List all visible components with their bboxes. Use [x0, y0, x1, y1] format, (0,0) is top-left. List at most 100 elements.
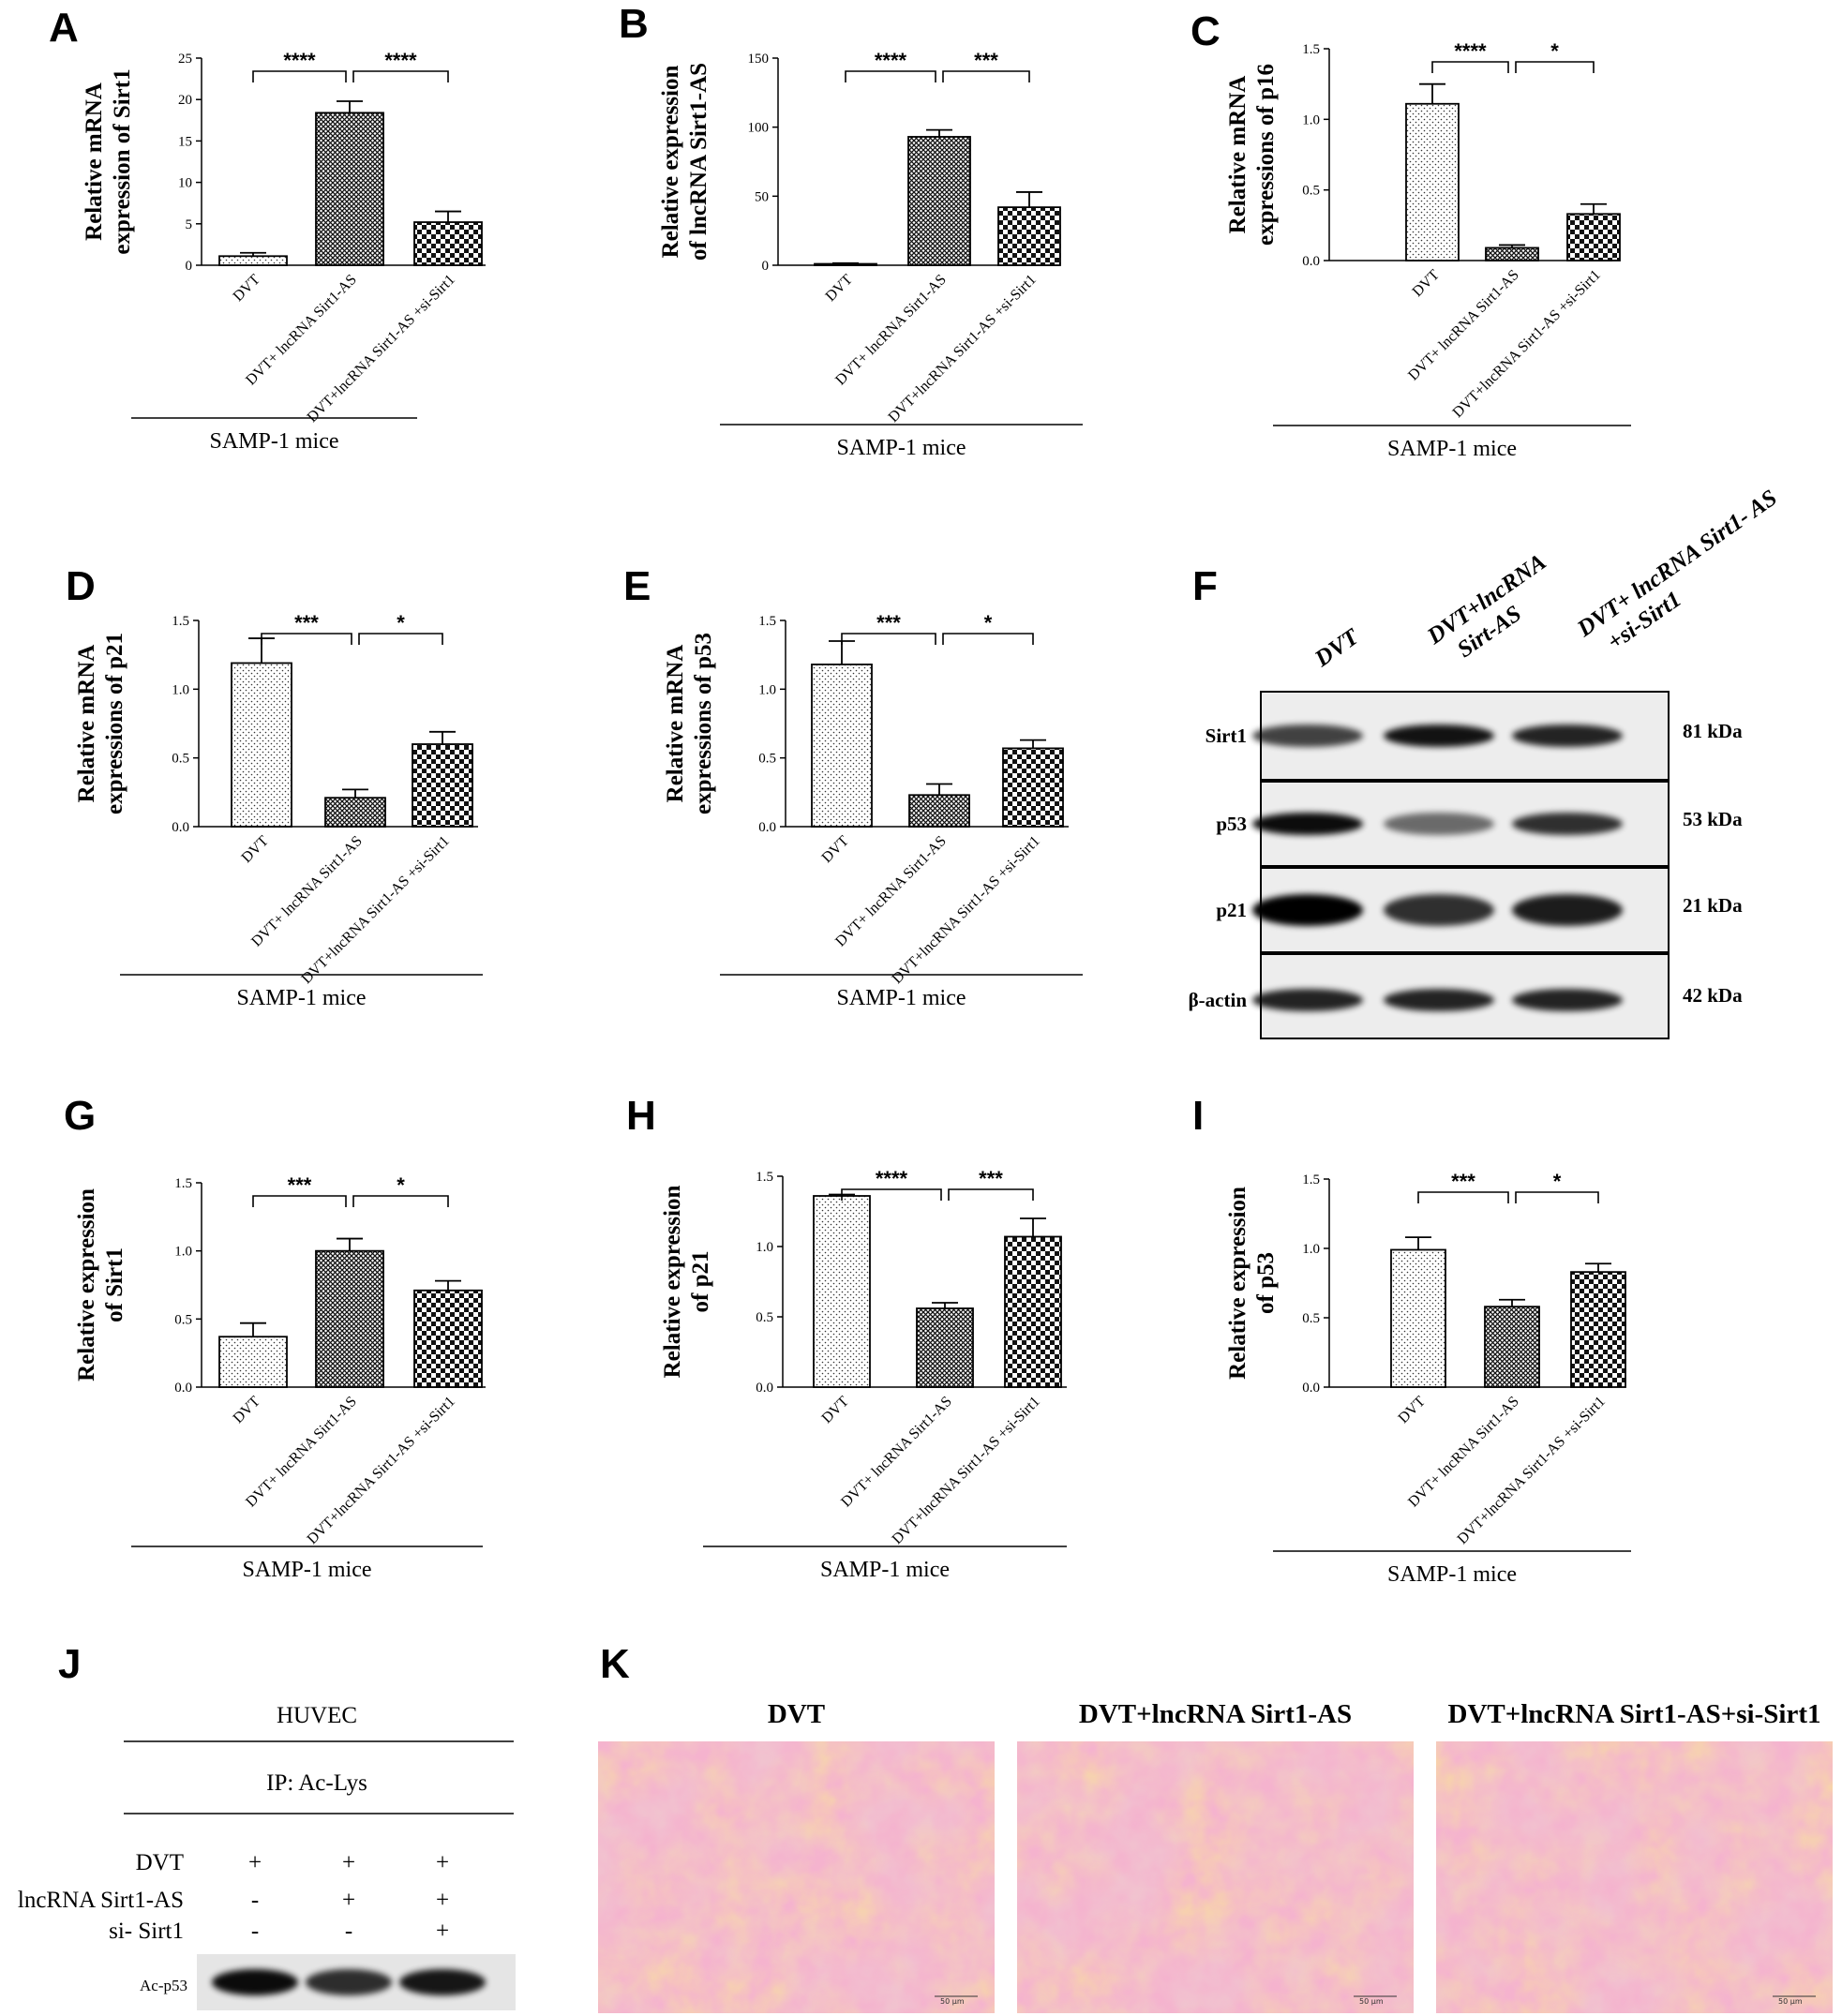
y-axis-label: Relative mRNA expressions of p16 [1225, 64, 1279, 246]
y-tick-label: 0.5 [172, 752, 189, 767]
blot-band [1512, 894, 1623, 926]
y-axis-label: Relative expression of lncRNA Sirt1-AS [658, 63, 711, 261]
significance-stars: *** [1451, 1170, 1475, 1193]
y-tick-label: 0.5 [756, 1310, 773, 1325]
kda-label: 81 kDa [1683, 720, 1743, 742]
y-tick-label: 1.5 [1302, 42, 1320, 57]
image-title: DVT+lncRNA Sirt1-AS [1079, 1699, 1352, 1729]
group-label: SAMP-1 mice [237, 986, 367, 1010]
significance-bracket [942, 70, 1030, 82]
y-tick-label: 0.0 [758, 820, 776, 835]
treatment-mark: - [251, 1919, 259, 1944]
significance-stars: * [1553, 1170, 1562, 1193]
y-axis-label-line: Relative expression [660, 1186, 685, 1379]
blot-band [1384, 894, 1494, 926]
bar [907, 136, 971, 266]
bar [231, 662, 292, 828]
panel-letter-i: I [1192, 1093, 1204, 1139]
treatment-mark: - [345, 1919, 352, 1944]
y-tick-label: 0.5 [758, 752, 776, 767]
panel-f-western-blot: F DVT DVT+lncRNASirt-AS DVT+ lncRNA Sirt1-… [1189, 485, 1798, 1039]
panel-letter-f: F [1192, 563, 1218, 609]
x-category-label: DVT [1396, 1394, 1429, 1426]
blot-band [212, 1969, 298, 1995]
y-axis-label-line: Relative expression [74, 1188, 99, 1381]
significance-stars: *** [294, 611, 319, 635]
x-category-label: DVT+ lncRNA Sirt1-AS [243, 272, 360, 389]
y-axis-label: Relative mRNA expressions of p53 [663, 633, 716, 814]
y-tick-label: 0.0 [172, 820, 189, 835]
blot-band [399, 1969, 486, 1995]
y-axis-label-line: of Sirt1 [102, 1247, 127, 1322]
x-category-label: DVT+lncRNA Sirt1-AS +si-Sirt1 [1455, 1394, 1609, 1547]
y-axis-label: Relative mRNA expressions of p21 [74, 633, 127, 814]
bar [1566, 213, 1621, 261]
y-tick-label: 100 [748, 121, 770, 136]
blot-band [1252, 989, 1363, 1011]
blot-band [306, 1969, 392, 1995]
lane-header-line: DVT [1310, 623, 1365, 672]
significance-bracket [1515, 1191, 1599, 1203]
lane-header: DVT+lncRNASirt-AS [1422, 549, 1566, 673]
panel-i: I 0.0 0.5 1.0 1.5 Relative expression of p53 D… [1192, 1093, 1631, 1587]
y-tick-label: 5 [186, 217, 193, 232]
panel-c: C 0.0 0.5 1.0 1.5 Relative mRNA expressions o… [1191, 8, 1631, 461]
group-label: SAMP-1 mice [820, 1558, 950, 1582]
group-label: SAMP-1 mice [837, 436, 966, 460]
protein-label: Sirt1 [1206, 724, 1247, 747]
significance-bracket [261, 633, 352, 645]
tissue-texture [1436, 1741, 1833, 2013]
panel-letter-b: B [619, 1, 649, 47]
bar [1485, 246, 1539, 261]
y-tick-label: 1.5 [172, 614, 189, 629]
scale-bar-label: 50 μm [1359, 1997, 1384, 2006]
treatment-name: DVT [136, 1850, 184, 1875]
panel-j-ip-blot: J HUVEC IP: Ac-Lys DVT + + + lncRNA Sirt1-AS… [18, 1641, 516, 2010]
panel-g: G 0.0 0.5 1.0 1.5 Relative expression of Sirt… [64, 1093, 486, 1582]
significance-stars: * [1550, 39, 1559, 63]
bar [814, 262, 877, 266]
treatment-mark: + [436, 1919, 449, 1944]
bar [412, 743, 473, 828]
y-axis-label-line: Relative expression [1225, 1187, 1250, 1380]
significance-stars: **** [384, 49, 417, 72]
treatment-mark: + [248, 1850, 262, 1875]
protein-label: p53 [1216, 813, 1247, 835]
image-title: DVT+lncRNA Sirt1-AS+si-Sirt1 [1448, 1699, 1821, 1729]
bar-chart-e: 0.0 0.5 1.0 1.5 Relative mRNA expressions of … [663, 611, 1083, 1010]
significance-stars: * [984, 611, 993, 635]
significance-stars: * [397, 1173, 405, 1197]
x-category-label: DVT+lncRNA Sirt1-AS +si-Sirt1 [1450, 267, 1604, 421]
significance-stars: **** [876, 1167, 908, 1190]
significance-stars: *** [288, 1173, 312, 1197]
lane-header: DVT [1310, 623, 1365, 672]
lane-header: DVT+ lncRNA Sirt1- AS+si-Sirt1 [1572, 485, 1798, 665]
treatment-mark: + [342, 1888, 355, 1913]
bar [813, 1195, 871, 1388]
y-axis-label-line: expressions of p53 [691, 633, 716, 814]
bar [908, 794, 970, 828]
group-label: SAMP-1 mice [1387, 1562, 1517, 1587]
y-axis-label-line: of p21 [688, 1251, 713, 1313]
y-axis-label-line: Relative mRNA [1225, 76, 1250, 234]
y-tick-label: 1.5 [758, 614, 776, 629]
y-axis-label-line: expressions of p21 [102, 633, 127, 814]
x-category-label: DVT [819, 1394, 852, 1426]
blot-band [1252, 724, 1363, 747]
blot-band [1384, 989, 1494, 1011]
significance-bracket [1431, 61, 1509, 73]
significance-stars: *** [876, 611, 901, 635]
y-axis-label-line: expression of Sirt1 [110, 68, 135, 254]
bar [1484, 1306, 1540, 1388]
bar [1002, 747, 1064, 828]
tissue-texture [598, 1741, 995, 2013]
lane-header-line: DVT+ lncRNA Sirt1- AS [1572, 485, 1782, 643]
bar [997, 206, 1061, 266]
x-category-label: DVT [819, 833, 852, 866]
y-axis-label: Relative expression of p53 [1225, 1187, 1279, 1380]
significance-bracket [358, 633, 443, 645]
panel-letter-d: D [66, 563, 96, 609]
y-tick-label: 1.0 [1302, 112, 1320, 127]
significance-bracket [841, 633, 936, 645]
